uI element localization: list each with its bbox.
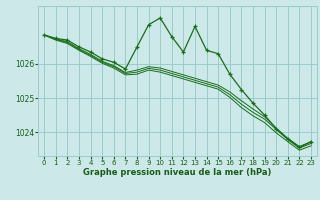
X-axis label: Graphe pression niveau de la mer (hPa): Graphe pression niveau de la mer (hPa) — [84, 168, 272, 177]
